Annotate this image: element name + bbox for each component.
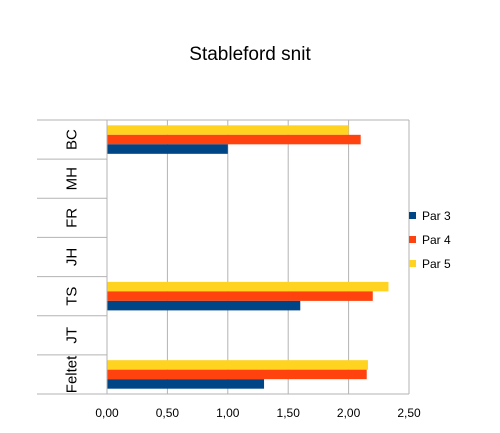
y-tick-label: MH (64, 167, 81, 190)
bar-par-4-ts (107, 291, 373, 301)
bar-par-4-bc (107, 134, 361, 145)
chart-title: Stableford snit (189, 44, 311, 65)
x-tick-label: 1,00 (216, 406, 240, 420)
bar-par-5-feltet (107, 360, 368, 370)
y-tick-label: BC (64, 129, 81, 150)
x-tick-label: 1,50 (277, 406, 301, 420)
bar-par-3-feltet (107, 379, 265, 389)
legend-label: Par 3 (422, 209, 451, 223)
legend-swatch (409, 260, 416, 267)
x-tick-label: 0,00 (95, 406, 119, 420)
y-tick-labels: BC MH FR JH TS JT Feltet (64, 129, 81, 393)
x-tick-label: 2,50 (397, 406, 421, 420)
grid-lines (106, 120, 410, 394)
axes (106, 119, 409, 395)
x-tick-labels: 0,00 0,50 1,00 1,50 2,00 2,50 (95, 406, 421, 420)
bar-par-3-bc (107, 144, 228, 154)
y-tick-label: FR (64, 208, 81, 228)
bar-par-4-feltet (107, 369, 367, 380)
x-tick-label: 0,50 (156, 406, 180, 420)
bars (107, 125, 389, 389)
legend-swatch (409, 236, 416, 243)
legend: Par 3 Par 4 Par 5 (409, 209, 451, 271)
x-tick-label: 2,00 (337, 406, 361, 420)
y-tick-label: TS (64, 287, 81, 306)
y-tick-label: JT (64, 327, 81, 344)
legend-label: Par 5 (422, 257, 451, 271)
legend-swatch (409, 212, 416, 219)
bar-par-5-ts (107, 281, 389, 292)
legend-label: Par 4 (422, 233, 451, 247)
bar-par-5-bc (107, 125, 349, 135)
bar-par-3-ts (107, 300, 301, 311)
y-tick-label: JH (64, 248, 81, 266)
y-tick-label: Feltet (64, 355, 81, 393)
category-separators (37, 119, 107, 395)
